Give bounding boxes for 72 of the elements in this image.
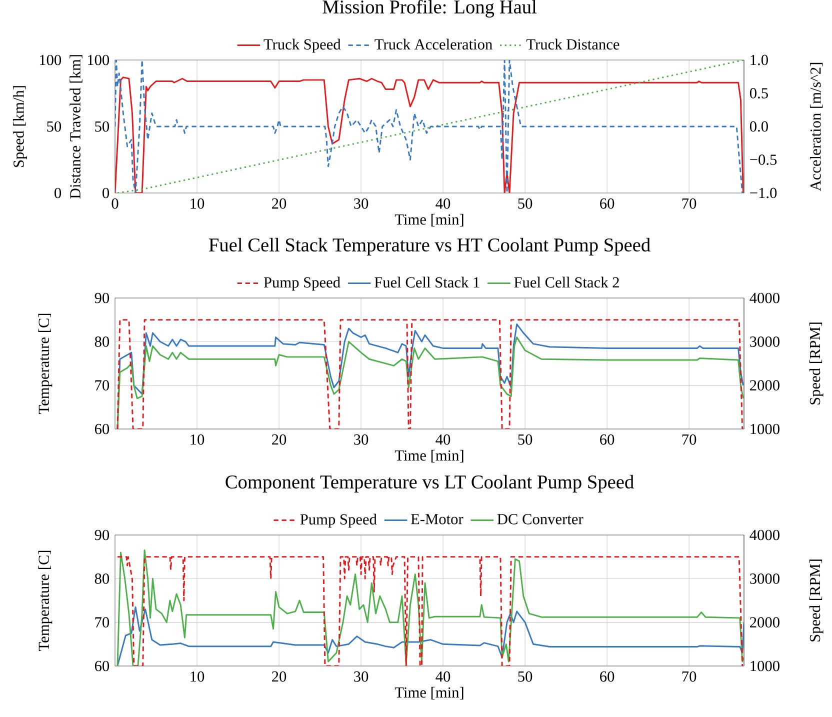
y3-axis-title: Distance Traveled [km] bbox=[70, 55, 82, 199]
y2-tick-label: 0.0 bbox=[750, 121, 768, 132]
x-tick-label: 30 bbox=[354, 671, 368, 682]
y2-tick-label: 2000 bbox=[750, 617, 780, 628]
y2-tick-label: 4000 bbox=[750, 292, 780, 304]
y2-tick-label: −0.5 bbox=[750, 154, 777, 165]
x-axis-title: Time [min] bbox=[394, 450, 464, 463]
y-tick-label: 80 bbox=[94, 573, 110, 584]
x-tick-label: 60 bbox=[600, 198, 614, 209]
x-tick-label: 10 bbox=[190, 434, 204, 445]
x-tick-label: 70 bbox=[682, 198, 696, 209]
chart-title: Mission Profile: Long Haul bbox=[322, 0, 537, 18]
y3-tick-label: 100 bbox=[40, 54, 62, 66]
y-axis-title: Temperature [C] bbox=[38, 550, 52, 651]
legend-label: DC Converter bbox=[497, 514, 584, 524]
y-tick-label: 90 bbox=[94, 530, 110, 540]
x-tick-label: 60 bbox=[600, 434, 614, 445]
legend-label: Fuel Cell Stack 2 bbox=[514, 276, 619, 288]
y-tick-label: 50 bbox=[95, 121, 110, 132]
y-tick-label: 60 bbox=[94, 660, 110, 672]
x-tick-label: 70 bbox=[682, 671, 696, 682]
y-axis-title: Speed [km/h] bbox=[13, 86, 27, 167]
y-tick-label: 70 bbox=[95, 380, 110, 390]
y2-tick-label: −1.0 bbox=[750, 188, 777, 198]
x-tick-label: 20 bbox=[272, 671, 286, 682]
x-tick-label: 20 bbox=[272, 434, 286, 445]
x-tick-label: 10 bbox=[190, 198, 204, 209]
y-tick-label: 70 bbox=[95, 617, 110, 628]
y2-tick-label: 1.0 bbox=[750, 54, 768, 66]
x-tick-label: 40 bbox=[436, 198, 450, 209]
y-tick-label: 0 bbox=[102, 188, 110, 198]
x-tick-label: 50 bbox=[518, 198, 532, 209]
x-tick-label: 10 bbox=[190, 671, 204, 682]
y-tick-label: 80 bbox=[94, 336, 110, 347]
y2-tick-label: 0.5 bbox=[750, 88, 768, 98]
legend-label: Truck Speed bbox=[264, 38, 341, 53]
y2-tick-label: 2000 bbox=[750, 380, 780, 390]
x-tick-label: 70 bbox=[682, 434, 696, 445]
legend-label: Pump Speed bbox=[300, 514, 377, 528]
legend-label: Truck Distance bbox=[526, 38, 620, 50]
y2-tick-label: 1000 bbox=[750, 660, 780, 672]
x-axis-title: Time [min] bbox=[394, 686, 464, 700]
y-tick-label: 60 bbox=[94, 424, 110, 434]
y3-tick-label: 0 bbox=[54, 188, 62, 198]
x-tick-label: 50 bbox=[518, 434, 532, 445]
y2-tick-label: 3000 bbox=[750, 573, 780, 584]
chart-title: Fuel Cell Stack Temperature vs HT Coolant Pump Speed bbox=[208, 238, 650, 256]
y2-tick-label: 3000 bbox=[750, 336, 780, 347]
line-series bbox=[116, 606, 744, 666]
y-tick-label: 100 bbox=[88, 54, 110, 66]
legend-label: Truck Acceleration bbox=[374, 38, 492, 50]
x-axis-title: Time [min] bbox=[394, 214, 464, 227]
x-tick-label: 0 bbox=[112, 198, 118, 209]
x-tick-label: 60 bbox=[600, 671, 614, 682]
y2-axis-title: Acceleration [m/s^2] bbox=[810, 62, 823, 192]
legend-label: Fuel Cell Stack 1 bbox=[374, 276, 480, 288]
y2-axis-title: Speed [RPM] bbox=[809, 560, 824, 642]
y3-tick-label: 50 bbox=[47, 121, 62, 132]
y2-axis-title: Speed [RPM] bbox=[809, 322, 824, 404]
y2-tick-label: 4000 bbox=[750, 530, 780, 540]
y2-tick-label: 1000 bbox=[750, 424, 780, 434]
x-tick-label: 40 bbox=[436, 434, 450, 445]
x-tick-label: 30 bbox=[354, 198, 368, 209]
y-tick-label: 90 bbox=[94, 292, 110, 304]
chart-title: Component Temperature vs LT Coolant Pump Speed bbox=[226, 474, 634, 492]
legend-label: E-Motor bbox=[410, 514, 464, 524]
x-tick-label: 50 bbox=[518, 671, 532, 682]
legend-label: Pump Speed bbox=[264, 276, 340, 291]
x-tick-label: 30 bbox=[354, 434, 368, 445]
x-tick-label: 20 bbox=[272, 198, 286, 209]
x-tick-label: 40 bbox=[436, 671, 450, 682]
y-axis-title: Temperature [C] bbox=[38, 314, 52, 414]
